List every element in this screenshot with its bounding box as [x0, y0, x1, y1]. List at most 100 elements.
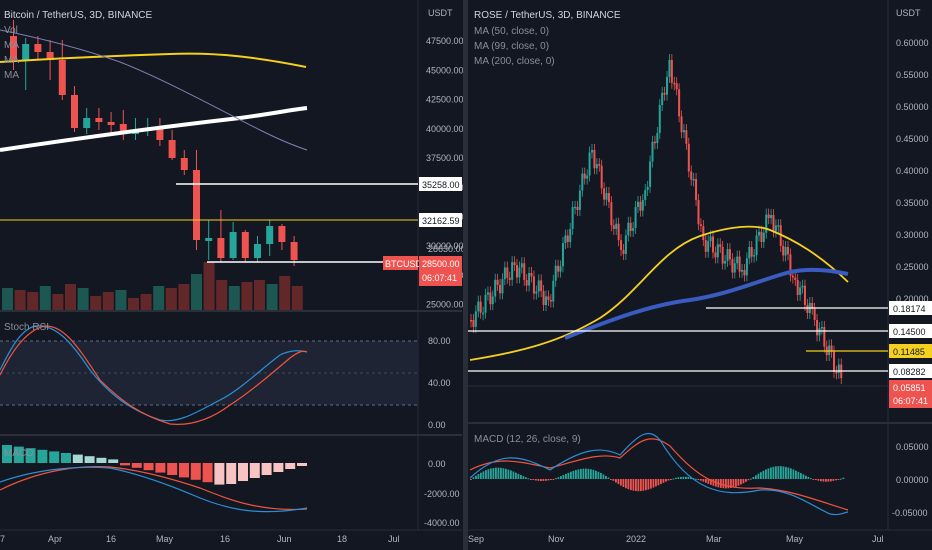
price-axis[interactable]: 0.60000 0.55000 0.50000 0.45000 0.40000 0.350… [896, 38, 929, 304]
macd-bar [745, 479, 747, 482]
indicator-label-vol[interactable]: Vol [4, 25, 18, 36]
macd-bar [770, 467, 772, 479]
macd-bar [592, 469, 595, 479]
rose-chart[interactable]: ROSE / TetherUS, 3D, BINANCE MA (50, clo… [468, 0, 932, 544]
candle-down [290, 242, 298, 260]
layout-splitter[interactable] [463, 0, 468, 550]
price-tick-label: 37500.00 [426, 153, 464, 163]
candle-up [595, 164, 598, 169]
volume-bar [279, 276, 291, 310]
candle-up [477, 301, 480, 312]
candle-down [721, 246, 724, 264]
volume-bar [140, 294, 152, 310]
macd-bar [522, 476, 525, 479]
macd-bar [792, 469, 795, 479]
candles[interactable] [10, 20, 298, 266]
macd-bar [532, 479, 535, 480]
macd-bar [700, 479, 702, 481]
candle-down [695, 178, 698, 200]
time-axis[interactable]: 7 Apr 16 May 16 Jun 18 Jul [0, 534, 400, 544]
macd-bar [490, 468, 492, 479]
indicator-label-ma200[interactable]: MA (200, close, 0) [474, 56, 555, 67]
candle-down [523, 263, 526, 280]
indicator-label-ma[interactable]: MA [4, 55, 19, 66]
macd-bar [13, 446, 24, 463]
price-tick-label: 25000.00 [426, 300, 464, 310]
candle-up [644, 190, 647, 200]
price-tick-label: 0.60000 [896, 38, 929, 48]
candle-down [738, 256, 741, 272]
stoch-rsi-label[interactable]: Stoch RSI [4, 322, 49, 333]
candle-down [71, 95, 78, 128]
price-tick-label: 0.55000 [896, 70, 929, 80]
candle-down [542, 291, 545, 305]
time-tick: 16 [106, 534, 116, 544]
level-tag [419, 213, 462, 227]
candle-up [83, 118, 91, 128]
price-tick-label: 0.35000 [896, 198, 929, 208]
macd-bar [470, 479, 472, 480]
macd-bar [525, 477, 527, 479]
macd-bar [650, 479, 652, 489]
macd-bar [475, 475, 477, 479]
btc-chart[interactable]: Bitcoin / TetherUS, 3D, BINANCE Vol MA M… [0, 0, 466, 544]
macd-bar [720, 479, 722, 488]
volume-bar [203, 262, 215, 310]
level-tag [889, 301, 932, 315]
indicator-label-ma[interactable]: MA [4, 70, 19, 81]
candle-down [549, 300, 552, 302]
candle-up [229, 232, 237, 258]
macd-bar [830, 479, 832, 482]
macd-bar [747, 479, 750, 481]
time-tick: Jul [872, 534, 884, 544]
pane-divider[interactable] [0, 434, 462, 436]
macd-bar [25, 448, 36, 463]
candle-up [520, 263, 523, 268]
volume-bar [178, 284, 190, 310]
volume-bar [52, 294, 64, 310]
macd-bar [555, 478, 557, 480]
volume-bar [65, 284, 76, 310]
candle-down [46, 52, 54, 60]
indicator-label-ma[interactable]: MA [4, 40, 19, 51]
volume-bar [153, 286, 165, 310]
macd-bar [637, 479, 640, 492]
macd-bar [550, 479, 552, 480]
level-tag-text: 35258.00 [422, 180, 460, 190]
macd-bar [131, 463, 142, 468]
macd-bar [49, 451, 60, 463]
volume-bar [115, 290, 127, 310]
macd-label[interactable]: MACD [4, 448, 33, 459]
macd-bar [840, 478, 842, 480]
symbol-tag [383, 256, 418, 270]
macd-bar [772, 466, 775, 479]
candle-down [811, 303, 814, 309]
macd-tick: 0.05000 [896, 442, 929, 452]
pane-divider[interactable] [0, 310, 462, 312]
candles[interactable] [470, 54, 843, 385]
macd-bar [620, 479, 622, 486]
indicator-label-ma99[interactable]: MA (99, close, 0) [474, 41, 549, 52]
macd-bar [565, 473, 567, 479]
price-tick-label: 0.25000 [896, 262, 929, 272]
macd-bar [495, 467, 497, 479]
candle-up [692, 178, 695, 181]
candle-up [578, 190, 581, 210]
macd-signal-line [0, 466, 308, 511]
time-tick: 2022 [626, 534, 646, 544]
macd-label[interactable]: MACD (12, 26, close, 9) [474, 434, 581, 445]
macd-bar [520, 474, 522, 479]
candle-up [736, 256, 739, 264]
macd-bar [775, 466, 777, 479]
level-tag [419, 177, 462, 191]
macd-bar [842, 477, 845, 479]
time-axis[interactable]: Sep Nov 2022 Mar May Jul [468, 534, 884, 544]
candle-down [508, 277, 511, 280]
macd-bar [605, 475, 607, 479]
indicator-label-ma50[interactable]: MA (50, close, 0) [474, 26, 549, 37]
pane-divider[interactable] [468, 422, 932, 424]
macd-bar [167, 463, 178, 475]
candle-up [569, 228, 572, 242]
volume-bar [228, 286, 240, 310]
